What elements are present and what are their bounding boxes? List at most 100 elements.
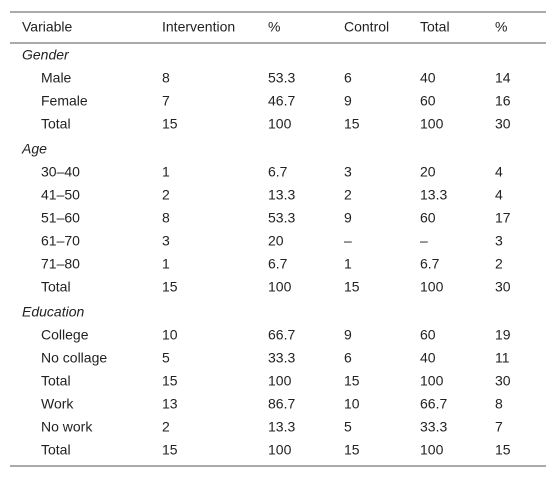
cell: 20 [420,164,436,180]
row-label: 71–80 [41,256,80,272]
header-cell: Total [420,19,450,35]
cell: 15 [162,442,178,458]
cell: 4 [495,187,503,203]
cell: 6 [344,350,352,366]
cell: 7 [162,93,170,109]
cell: 40 [420,70,436,86]
cell: 9 [344,327,352,343]
cell: – [420,233,428,249]
cell: 53.3 [268,70,295,86]
cell: 10 [162,327,178,343]
header-cell: % [495,19,507,35]
cell: 66.7 [420,396,447,412]
cell: 9 [344,210,352,226]
cell: 2 [162,419,170,435]
section-title: Gender [22,47,70,63]
cell: 4 [495,164,503,180]
cell: 10 [344,396,360,412]
cell: 46.7 [268,93,295,109]
cell: 15 [495,442,511,458]
cell: 100 [268,279,292,295]
cell: 33.3 [268,350,295,366]
cell: 1 [344,256,352,272]
row-label: 30–40 [41,164,80,180]
row-label: 41–50 [41,187,80,203]
cell: 30 [495,279,511,295]
cell: 100 [420,442,444,458]
cell: 30 [495,373,511,389]
cell: 60 [420,93,436,109]
cell: 15 [162,279,178,295]
cell: 86.7 [268,396,295,412]
cell: 5 [162,350,170,366]
cell: 100 [268,116,292,132]
row-label: 61–70 [41,233,80,249]
cell: 6 [344,70,352,86]
cell: 20 [268,233,284,249]
cell: 15 [344,442,360,458]
cell: 17 [495,210,511,226]
cell: 13 [162,396,178,412]
cell: 5 [344,419,352,435]
cell: 2 [344,187,352,203]
cell: 11 [495,350,510,366]
row-label: 51–60 [41,210,80,226]
cell: 2 [162,187,170,203]
row-label: Total [41,116,71,132]
cell: 60 [420,210,436,226]
section-title: Education [22,304,84,320]
cell: 7 [495,419,503,435]
row-label: College [41,327,89,343]
cell: 6.7 [268,164,288,180]
row-label: Female [41,93,88,109]
cell: 2 [495,256,503,272]
cell: 15 [344,279,360,295]
cell: 100 [420,116,444,132]
cell: 53.3 [268,210,295,226]
row-label: Total [41,279,71,295]
cell: 33.3 [420,419,447,435]
cell: 66.7 [268,327,295,343]
cell: 15 [344,116,360,132]
cell: 19 [495,327,511,343]
cell: 100 [268,373,292,389]
cell: 8 [162,70,170,86]
header-cell: Intervention [162,19,235,35]
cell: 8 [495,396,503,412]
cell: 16 [495,93,511,109]
cell: 13.3 [420,187,447,203]
row-label: Total [41,442,71,458]
cell: 40 [420,350,436,366]
cell: 100 [420,279,444,295]
cell: 8 [162,210,170,226]
cell: 6.7 [420,256,440,272]
row-label: No work [41,419,93,435]
header-cell: Control [344,19,389,35]
cell: 1 [162,256,170,272]
row-label: Male [41,70,72,86]
cell: 13.3 [268,187,295,203]
cell: 13.3 [268,419,295,435]
cell: 3 [162,233,170,249]
cell: 100 [420,373,444,389]
cell: 1 [162,164,170,180]
cell: – [344,233,352,249]
cell: 30 [495,116,511,132]
row-label: Work [41,396,74,412]
header-cell: % [268,19,280,35]
section-title: Age [21,141,47,157]
cell: 3 [495,233,503,249]
cell: 3 [344,164,352,180]
row-label: No collage [41,350,107,366]
cell: 14 [495,70,511,86]
cell: 60 [420,327,436,343]
header-cell: Variable [22,19,73,35]
cell: 15 [162,116,178,132]
cell: 9 [344,93,352,109]
row-label: Total [41,373,71,389]
cell: 6.7 [268,256,288,272]
cell: 15 [344,373,360,389]
cell: 15 [162,373,178,389]
cell: 100 [268,442,292,458]
